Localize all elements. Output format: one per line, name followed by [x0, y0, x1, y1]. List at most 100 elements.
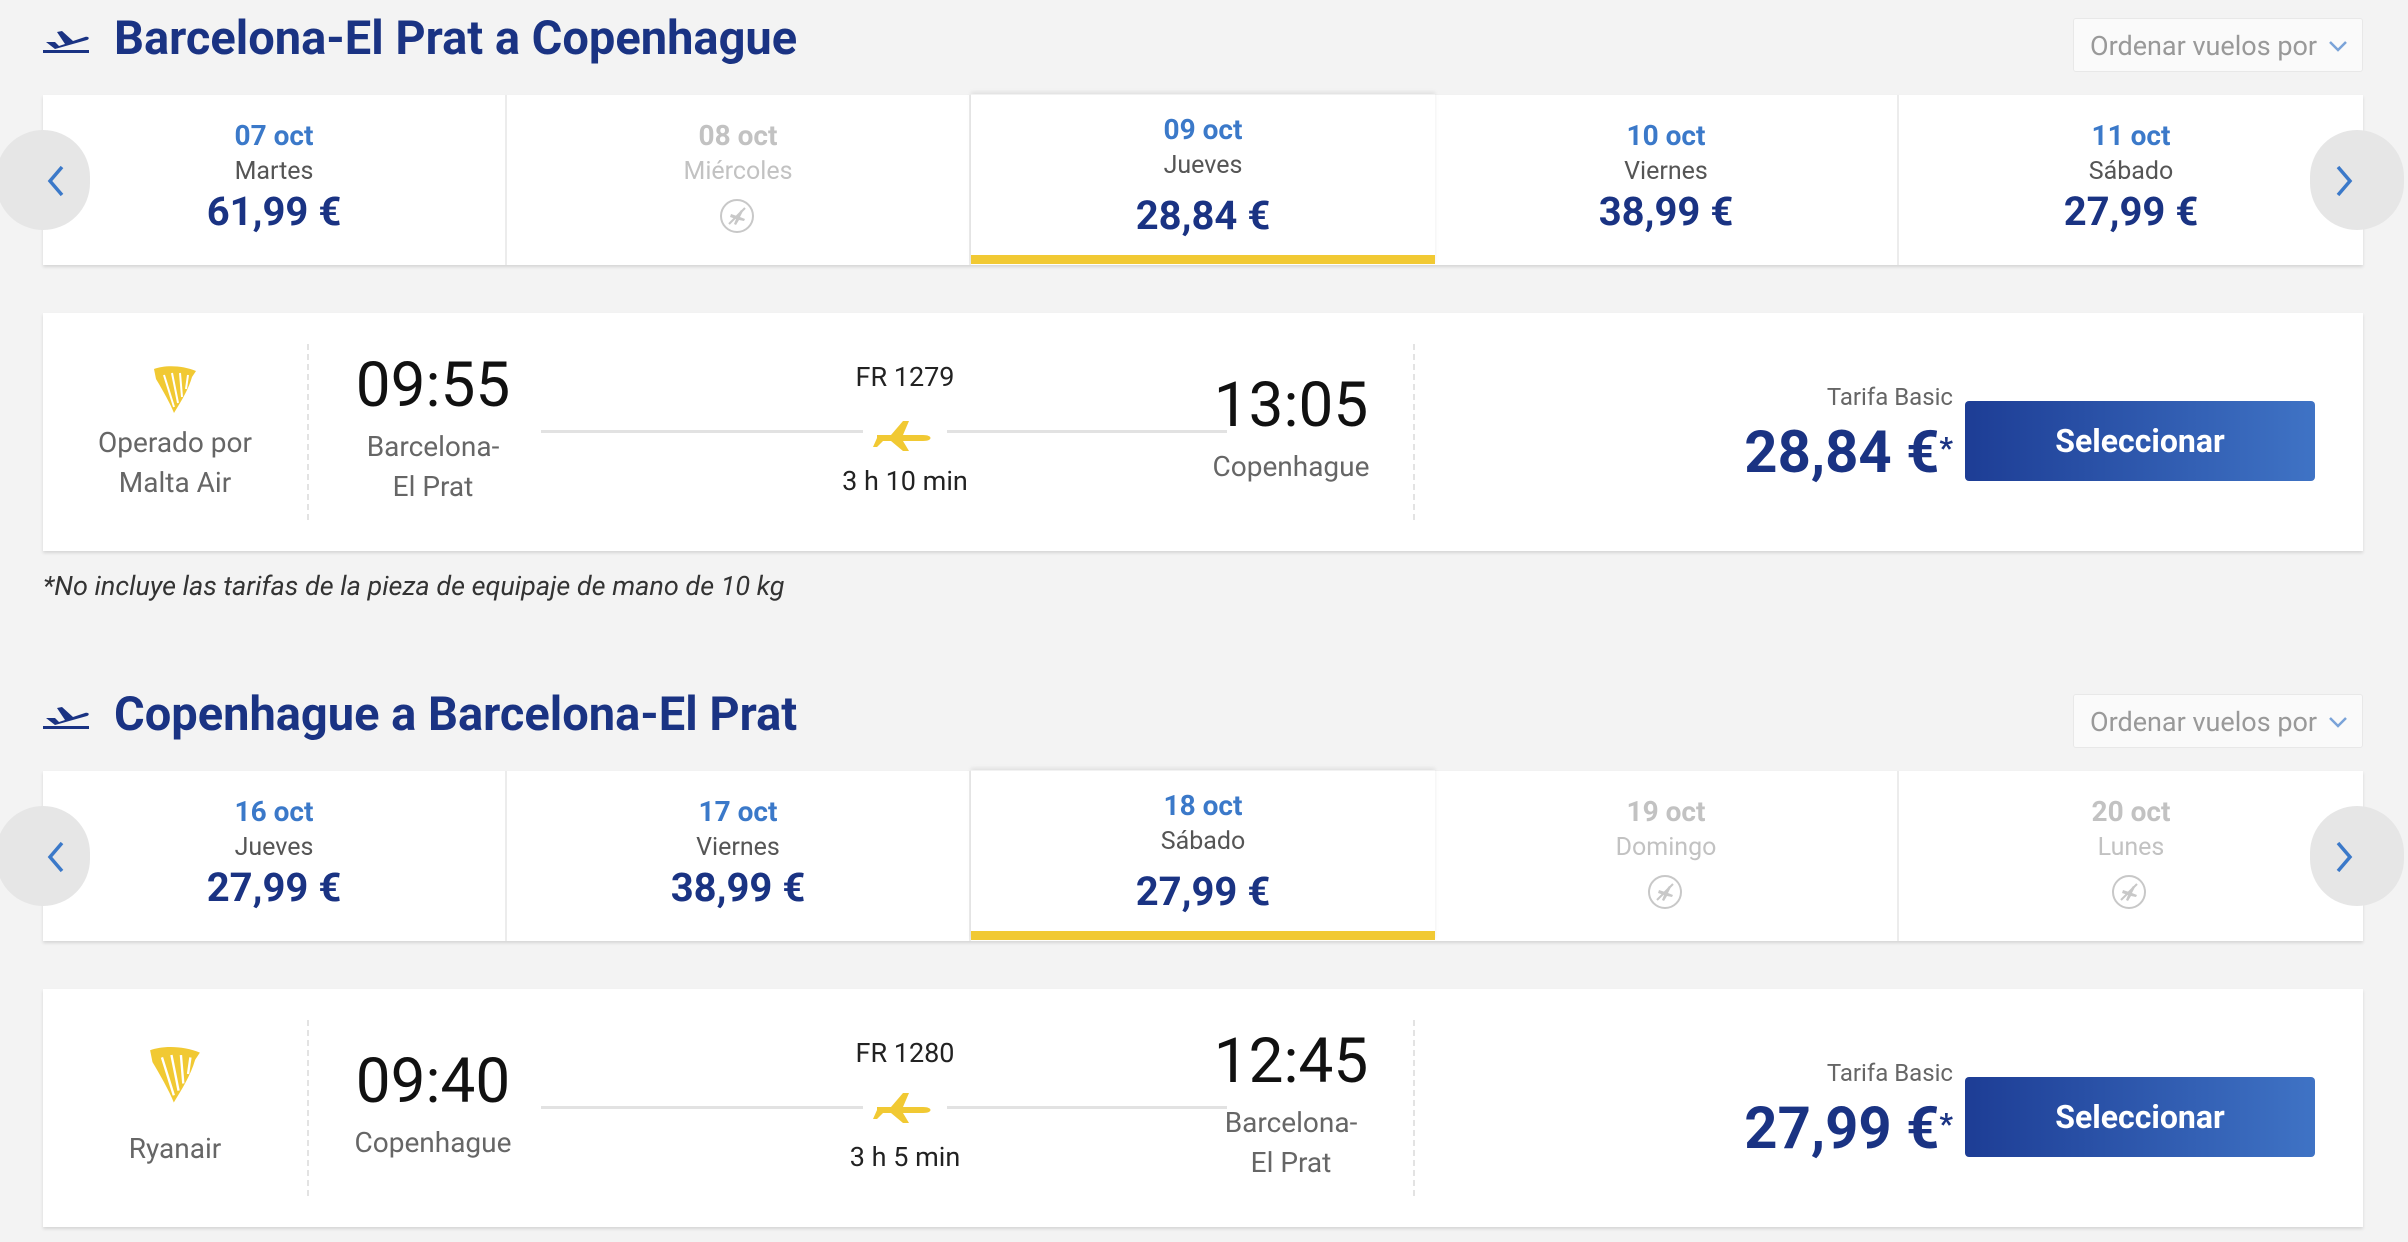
date-option-selected[interactable]: 09 oct Jueves 28,84 € [971, 94, 1435, 264]
date-option: 19 oct Domingo [1435, 771, 1899, 941]
route-line [541, 430, 863, 433]
flight-number: FR 1279 [855, 361, 955, 393]
date-option[interactable]: 10 oct Viernes 38,99 € [1435, 95, 1899, 265]
sort-label: Ordenar vuelos por [2090, 30, 2318, 62]
date-label: 18 oct [1163, 789, 1243, 822]
fare-price-value: 28,84 € [1744, 419, 1940, 487]
plane-icon [873, 421, 931, 451]
weekday-label: Miércoles [683, 157, 793, 186]
weekday-label: Domingo [1615, 833, 1717, 862]
weekday-label: Jueves [234, 833, 314, 862]
chevron-right-icon [2336, 165, 2353, 197]
operator-label: Operado por [98, 426, 252, 459]
chevron-down-icon [2329, 717, 2347, 728]
date-option[interactable]: 17 oct Viernes 38,99 € [507, 771, 971, 941]
date-option[interactable]: 16 oct Jueves 27,99 € [43, 771, 507, 941]
date-option[interactable]: 07 oct Martes 61,99 € [43, 95, 507, 265]
operator-name: Malta Air [118, 466, 232, 499]
date-price: 38,99 € [1598, 188, 1734, 235]
divider [307, 344, 309, 520]
fare-price-asterisk: * [1939, 1107, 1953, 1142]
airline-info: Operado por Malta Air [43, 313, 307, 551]
fare-type-label: Tarifa Basic [1826, 1059, 1953, 1087]
prev-dates-button[interactable] [0, 806, 90, 906]
airline-info: Ryanair [43, 989, 307, 1227]
chevron-down-icon [2329, 41, 2347, 52]
fare-price-value: 27,99 € [1744, 1095, 1940, 1163]
select-flight-button[interactable]: Seleccionar [1965, 1077, 2315, 1157]
departure-city: Copenhague [354, 1126, 512, 1159]
sort-dropdown[interactable]: Ordenar vuelos por [2073, 694, 2363, 748]
flight-card: Operado por Malta Air 09:55 Barcelona- E… [43, 313, 2363, 551]
date-label: 09 oct [1163, 113, 1243, 146]
weekday-label: Sábado [1160, 827, 1246, 856]
route-line [947, 430, 1227, 433]
divider [307, 1020, 309, 1196]
sort-label: Ordenar vuelos por [2090, 706, 2318, 738]
fare-price: 27,99 €* [1693, 1095, 1953, 1163]
weekday-label: Viernes [1624, 157, 1708, 186]
chevron-right-icon [2336, 841, 2353, 873]
next-dates-button[interactable] [2310, 130, 2404, 230]
chevron-left-icon [47, 165, 64, 197]
select-flight-button[interactable]: Seleccionar [1965, 401, 2315, 481]
chevron-left-icon [47, 841, 64, 873]
date-label: 11 oct [2091, 119, 2171, 152]
page-title: Barcelona-El Prat a Copenhague [114, 11, 798, 66]
date-label: 07 oct [234, 119, 314, 152]
departure-city-line2: El Prat [392, 470, 474, 503]
fare-price: 28,84 €* [1693, 419, 1953, 487]
weekday-label: Martes [234, 157, 314, 186]
date-price: 27,99 € [1135, 868, 1271, 915]
ryanair-harp-logo [154, 366, 196, 413]
date-label: 20 oct [2091, 795, 2171, 828]
departure-time: 09:40 [355, 1045, 511, 1118]
no-flight-icon [720, 199, 754, 233]
date-label: 16 oct [234, 795, 314, 828]
weekday-label: Viernes [696, 833, 780, 862]
sort-dropdown[interactable]: Ordenar vuelos por [2073, 18, 2363, 72]
date-option: 08 oct Miércoles [507, 95, 971, 265]
plane-takeoff-icon [43, 31, 89, 53]
date-price: 27,99 € [206, 864, 342, 911]
date-price: 61,99 € [206, 188, 342, 235]
fare-price-asterisk: * [1939, 431, 1953, 466]
date-label: 19 oct [1626, 795, 1706, 828]
date-selector: 07 oct Martes 61,99 € 08 oct Miércoles 0… [43, 95, 2363, 265]
flight-number: FR 1280 [855, 1037, 955, 1069]
weekday-label: Sábado [2088, 157, 2174, 186]
arrival-city: Copenhague [1212, 450, 1370, 483]
plane-takeoff-icon [43, 707, 89, 729]
date-option-selected[interactable]: 18 oct Sábado 27,99 € [971, 770, 1435, 940]
prev-dates-button[interactable] [0, 130, 90, 230]
baggage-note: *No incluye las tarifas de la pieza de e… [43, 570, 785, 602]
departure-time: 09:55 [355, 349, 511, 422]
date-option: 20 oct Lunes [1899, 771, 2363, 941]
next-dates-button[interactable] [2310, 806, 2404, 906]
page-title: Copenhague a Barcelona-El Prat [114, 687, 798, 742]
arrival-city: Barcelona- [1224, 1106, 1358, 1139]
departure-city: Barcelona- [366, 430, 500, 463]
route-line [947, 1106, 1227, 1109]
flight-card: Ryanair 09:40 Copenhague FR 1280 3 h 5 m… [43, 989, 2363, 1227]
fare-type-label: Tarifa Basic [1826, 383, 1953, 411]
weekday-label: Jueves [1163, 151, 1243, 180]
divider [1413, 344, 1415, 520]
divider [1413, 1020, 1415, 1196]
date-option[interactable]: 11 oct Sábado 27,99 € [1899, 95, 2363, 265]
operator-name: Ryanair [128, 1132, 222, 1165]
weekday-label: Lunes [2097, 833, 2165, 862]
ryanair-harp-logo [150, 1046, 200, 1103]
date-label: 08 oct [698, 119, 778, 152]
date-price: 38,99 € [670, 864, 806, 911]
no-flight-icon [2112, 875, 2146, 909]
date-label: 17 oct [698, 795, 778, 828]
no-flight-icon [1648, 875, 1682, 909]
arrival-time: 13:05 [1213, 369, 1369, 442]
date-selector: 16 oct Jueves 27,99 € 17 oct Viernes 38,… [43, 771, 2363, 941]
route-line [541, 1106, 863, 1109]
date-price: 28,84 € [1135, 192, 1271, 239]
flight-duration: 3 h 10 min [842, 465, 968, 497]
arrival-time: 12:45 [1213, 1025, 1369, 1098]
return-header: Copenhague a Barcelona-El Prat Ordenar v… [43, 684, 2363, 748]
